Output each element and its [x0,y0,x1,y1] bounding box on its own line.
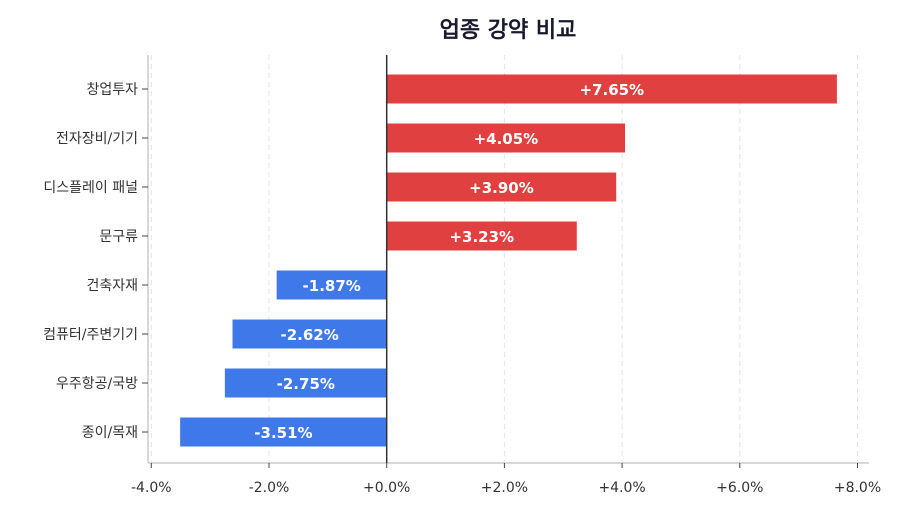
data-label: -1.87% [303,277,361,295]
y-tick-label: 디스플레이 패널 [43,180,138,196]
y-tick-label: 전자장비/기기 [56,131,138,147]
x-tick-label: +0.0% [363,480,410,496]
y-tick-label: 컴퓨터/주변기기 [43,327,138,343]
data-label: +4.05% [474,130,539,148]
x-tick-label: -4.0% [131,480,172,496]
x-tick-label: +2.0% [481,480,528,496]
x-tick-label: -2.0% [249,480,290,496]
y-tick-label: 문구류 [99,229,138,245]
bar [232,319,387,349]
x-tick-label: +6.0% [716,480,763,496]
y-tick-label: 종이/목재 [82,425,138,441]
data-label: +3.90% [469,179,534,197]
bar [386,172,617,202]
data-label: -2.75% [277,375,335,393]
data-label: -3.51% [254,424,312,442]
chart-title: 업종 강약 비교 [440,18,577,43]
bar [386,74,837,104]
y-tick-label: 건축자재 [86,278,138,294]
y-tick-label: 창업투자 [86,82,138,98]
data-label: +7.65% [579,81,644,99]
x-tick-label: +8.0% [834,480,881,496]
bar [276,270,387,300]
bar [386,123,626,153]
bar [386,221,577,251]
bar [180,417,387,447]
x-tick-label: +4.0% [598,480,645,496]
y-tick-label: 우주항공/국방 [56,376,138,392]
data-label: -2.62% [280,326,338,344]
bar [224,368,387,398]
data-label: +3.23% [449,228,514,246]
